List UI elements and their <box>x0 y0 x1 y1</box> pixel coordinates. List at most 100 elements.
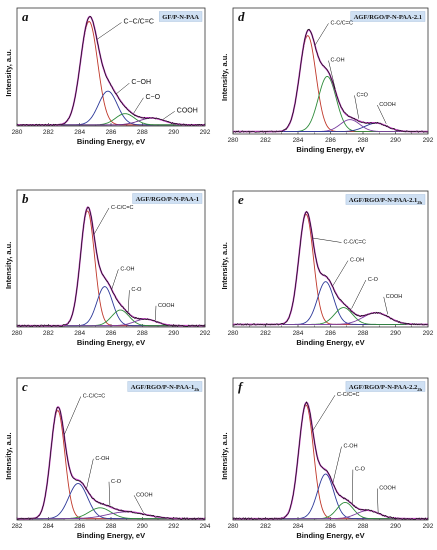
annotation-leader <box>354 95 360 119</box>
panel-letter: c <box>22 379 28 394</box>
x-tick-label: 280 <box>228 137 239 144</box>
x-axis-label: Binding Energy, eV <box>77 137 145 146</box>
x-tick-label: 284 <box>293 137 304 144</box>
plot-frame <box>16 7 206 127</box>
annotation-leader <box>332 446 342 483</box>
annotation-leader <box>377 104 387 124</box>
annotation-leader <box>312 395 336 431</box>
panel-title-main: AGF/RGO/P-N-PAA-2.1 <box>349 197 417 204</box>
peak-label: COOH <box>158 303 175 309</box>
chart-panel-a: 280 282 284 286 288 290 292 Binding Energy, eV I… <box>4 7 211 146</box>
y-axis-label: Intensity, a.u. <box>4 49 13 96</box>
peak-label: C=O <box>357 92 369 98</box>
x-tick-label: 292 <box>200 129 211 136</box>
y-axis-label: Intensity, a.u. <box>220 54 229 101</box>
peak-label: C-C/C=C <box>331 20 353 26</box>
peak-label: C-C/C=C <box>344 240 366 246</box>
panel-title: AGF/RGO/P-N-PAA-12h <box>131 384 200 392</box>
x-tick-label: 290 <box>390 330 401 337</box>
annotation-leader <box>86 458 94 489</box>
x-tick-label: 286 <box>106 129 117 136</box>
annotation-leader <box>116 82 130 95</box>
x-tick-label: 290 <box>168 330 179 337</box>
x-tick-label: 290 <box>137 523 148 530</box>
panel-letter: a <box>22 9 29 24</box>
annotation-leader <box>96 22 122 40</box>
peak-label: C-C/C=C <box>111 205 133 211</box>
x-tick-label: 292 <box>423 330 434 337</box>
peak-label: COOH <box>379 486 396 492</box>
peak-label: C-O <box>111 479 122 485</box>
plot-frame <box>232 190 429 328</box>
plot-frame <box>16 377 206 521</box>
peak-label: COOH <box>136 492 153 498</box>
chart-panel-f: 280 282 284 286 288 290 292 Binding Energy, eV I… <box>220 377 434 540</box>
x-tick-label: 284 <box>293 523 304 530</box>
panel-title: AGF/RGO/P-N-PAA-2.12h <box>349 197 423 205</box>
measured-spectrum <box>232 401 429 520</box>
peak-label: COOH <box>177 107 198 114</box>
annotation-leader <box>93 207 110 235</box>
measured-spectrum <box>16 406 206 520</box>
x-axis-label: Binding Energy, eV <box>77 531 145 540</box>
x-tick-label: 288 <box>106 523 117 530</box>
annotation-leader <box>314 23 329 46</box>
x-tick-label: 292 <box>423 137 434 144</box>
x-tick-label: 284 <box>74 330 85 337</box>
panel-letter: d <box>238 9 245 24</box>
panel-title-box <box>132 193 203 204</box>
x-tick-label: 280 <box>12 330 23 337</box>
x-tick-label: 282 <box>260 523 271 530</box>
x-tick-label: 292 <box>200 330 211 337</box>
y-axis-label: Intensity, a.u. <box>4 242 13 289</box>
x-tick-label: 286 <box>74 523 85 530</box>
chart-panel-e: 280 282 284 286 288 290 292 Binding Energy, eV I… <box>220 190 434 347</box>
chart-panel-c: 282 284 286 288 290 292 294 Binding Energy, eV I… <box>4 377 211 540</box>
x-tick-label: 280 <box>228 523 239 530</box>
peak-label: C-OH <box>95 456 109 462</box>
y-axis-label: Intensity, a.u. <box>220 242 229 289</box>
peak-label: C-OH <box>350 258 364 264</box>
annotation-leader <box>108 481 111 506</box>
annotation-leader <box>332 260 349 286</box>
annotation-leader <box>133 97 144 114</box>
panel-title-main: GF/P-N-PAA <box>162 14 199 21</box>
x-tick-label: 294 <box>200 523 211 530</box>
x-tick-label: 290 <box>168 129 179 136</box>
x-tick-label: 286 <box>325 523 336 530</box>
x-tick-label: 280 <box>228 330 239 337</box>
measured-spectrum <box>16 206 206 327</box>
panel-title: AGF/RGO/P-N-PAA-1 <box>136 196 199 203</box>
annotation-leader <box>312 237 342 243</box>
peak-label: C-C/C=C <box>337 392 359 398</box>
panel-title-main: AGF/RGO/P-N-PAA-2.2 <box>349 384 417 391</box>
peak-label: C-OH <box>331 58 345 64</box>
panel-title-subscript: 2h <box>417 387 422 392</box>
annotation-leader <box>383 296 388 315</box>
x-tick-label: 284 <box>43 523 54 530</box>
panel-title-subscript: 2h <box>417 200 422 205</box>
x-axis-label: Binding Energy, eV <box>296 338 364 347</box>
x-tick-label: 290 <box>390 137 401 144</box>
x-tick-label: 288 <box>137 129 148 136</box>
x-tick-label: 288 <box>358 137 369 144</box>
annotation-leader <box>155 305 157 321</box>
peak-label: C-O <box>131 287 142 293</box>
annotation-leader <box>351 279 367 309</box>
x-tick-label: 282 <box>260 330 271 337</box>
annotation-leader <box>377 488 379 513</box>
y-axis-label: Intensity, a.u. <box>4 432 13 479</box>
panel-title-main: AGF/RGO/P-N-PAA-1 <box>136 196 199 203</box>
peak-label: C−O <box>145 94 160 101</box>
panel-title: AGF/RGO/P-N-PAA-2.1 <box>354 14 422 21</box>
x-tick-label: 286 <box>325 137 336 144</box>
plot-frame <box>232 7 429 135</box>
x-axis-label: Binding Energy, eV <box>296 531 364 540</box>
panel-title-box <box>350 11 426 22</box>
x-tick-label: 286 <box>325 330 336 337</box>
peak-label: C-OH <box>120 266 134 272</box>
x-tick-label: 288 <box>137 330 148 337</box>
panel-title: AGF/RGO/P-N-PAA-2.22h <box>349 384 423 392</box>
x-tick-label: 288 <box>358 523 369 530</box>
